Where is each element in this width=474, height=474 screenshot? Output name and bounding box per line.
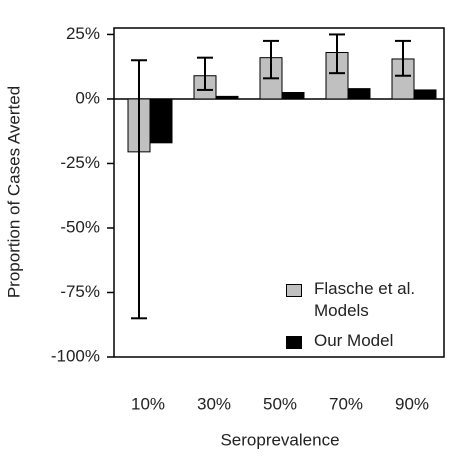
bar (281, 92, 305, 100)
bar (347, 88, 371, 100)
y-tick-label: -25% (60, 153, 100, 172)
legend-item: Flasche et al. Models (286, 278, 456, 322)
legend: Flasche et al. Models Our Model (286, 278, 456, 360)
x-tick-label: 50% (263, 394, 297, 413)
legend-label: Flasche et al. Models (314, 279, 416, 320)
error-bar (329, 33, 345, 75)
bar (149, 98, 173, 144)
x-tick-label: 10% (131, 394, 165, 413)
plot-frame (113, 27, 445, 358)
legend-label: Our Model (314, 331, 394, 350)
legend-swatch (286, 336, 302, 349)
bar (413, 89, 437, 100)
error-bar (197, 56, 213, 91)
y-axis-label: Proportion of Cases Averted (4, 86, 23, 298)
y-tick-label: -75% (60, 282, 100, 301)
y-tick-label: 0% (75, 88, 100, 107)
error-bar (395, 39, 411, 77)
x-axis-label: Seroprevalence (220, 430, 339, 449)
x-tick-label: 90% (395, 394, 429, 413)
bar (215, 95, 239, 100)
y-tick-label: 25% (66, 24, 100, 43)
x-tick-label: 70% (329, 394, 363, 413)
legend-swatch (286, 284, 302, 297)
legend-item: Our Model (286, 330, 456, 352)
y-tick-label: -50% (60, 217, 100, 236)
x-tick-label: 30% (197, 394, 231, 413)
error-bar (131, 59, 147, 320)
error-bar (263, 39, 279, 80)
y-tick-label: -100% (51, 346, 100, 365)
